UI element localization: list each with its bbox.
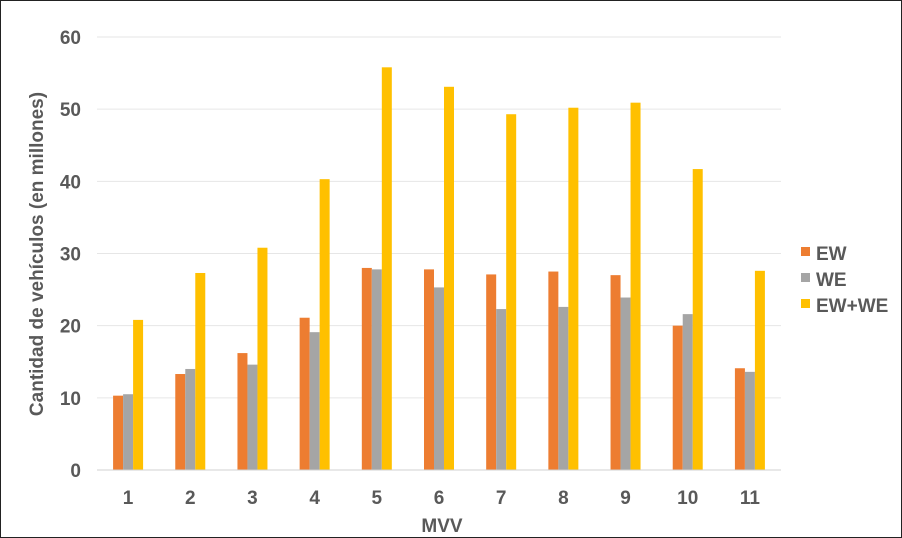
- legend-label: EW+WE: [816, 296, 888, 317]
- bar-we-2: [185, 368, 196, 470]
- y-tick-label: 30: [60, 245, 81, 266]
- x-tick-label: 3: [247, 488, 258, 509]
- y-axis-title: Cantidad de vehículos (en millones): [27, 92, 48, 416]
- bar-ew-we-10: [692, 169, 703, 470]
- legend-swatch: [801, 273, 810, 282]
- y-tick-label: 40: [60, 172, 81, 193]
- bar-ew-4: [299, 317, 310, 470]
- bar-we-7: [496, 309, 507, 470]
- bar-we-10: [682, 314, 693, 470]
- y-tick-label: 0: [70, 461, 81, 482]
- y-tick-label: 50: [60, 100, 81, 121]
- legend-label: WE: [816, 270, 847, 291]
- bar-we-9: [620, 297, 631, 470]
- bars: [113, 67, 765, 471]
- bar-ew-we-3: [257, 247, 268, 470]
- bar-ew-2: [175, 374, 186, 470]
- x-tick-label: 5: [372, 488, 383, 509]
- bar-ew-we-11: [754, 270, 765, 470]
- bar-ew-we-6: [444, 86, 454, 471]
- bar-ew-8: [548, 271, 559, 470]
- x-tick-label: 6: [434, 488, 445, 509]
- bar-we-3: [247, 364, 258, 470]
- bar-ew-we-5: [381, 67, 392, 470]
- x-tick-label: 9: [620, 488, 631, 509]
- legend-label: EW: [816, 244, 847, 265]
- x-tick-label: 10: [677, 488, 698, 509]
- bar-ew-5: [361, 267, 372, 470]
- x-tick-label: 4: [309, 488, 320, 509]
- y-tick-label: 10: [60, 389, 81, 410]
- bar-we-5: [371, 269, 382, 470]
- axes: 0 10 20 30 40 50 60 1 2 3 4 5 6 7 8 9 10 11: [60, 28, 781, 509]
- bar-ew-we-4: [319, 179, 330, 470]
- x-axis-title: MVV: [421, 516, 463, 537]
- bar-ew-9: [610, 275, 621, 470]
- bar-we-1: [123, 394, 134, 470]
- bar-ew-7: [486, 274, 497, 470]
- x-tick-label: 11: [740, 488, 761, 509]
- x-tick-label: 7: [496, 488, 507, 509]
- bar-we-11: [744, 371, 755, 470]
- bar-ew-we-1: [133, 319, 144, 470]
- bar-ew-we-2: [195, 272, 206, 470]
- bar-we-4: [309, 332, 320, 470]
- x-tick-label: 1: [123, 488, 134, 509]
- bar-ew-we-8: [568, 107, 579, 471]
- bar-ew-10: [672, 325, 683, 470]
- bar-ew-we-7: [506, 114, 517, 471]
- bar-we-8: [558, 306, 569, 470]
- gridlines: [97, 36, 781, 399]
- bar-ew-11: [734, 368, 745, 470]
- bar-ew-3: [237, 353, 248, 470]
- bar-ew-6: [424, 269, 434, 470]
- legend-swatch: [801, 299, 810, 308]
- x-tick-label: 8: [558, 488, 569, 509]
- x-tick-label: 2: [185, 488, 196, 509]
- bar-ew-1: [113, 395, 124, 470]
- legend-swatch: [801, 247, 810, 256]
- legend: EW WE EW+WE: [801, 244, 888, 317]
- bar-ew-we-9: [630, 102, 641, 471]
- bar-we-6: [434, 287, 444, 470]
- y-tick-label: 20: [60, 317, 81, 338]
- y-tick-label: 60: [60, 28, 81, 49]
